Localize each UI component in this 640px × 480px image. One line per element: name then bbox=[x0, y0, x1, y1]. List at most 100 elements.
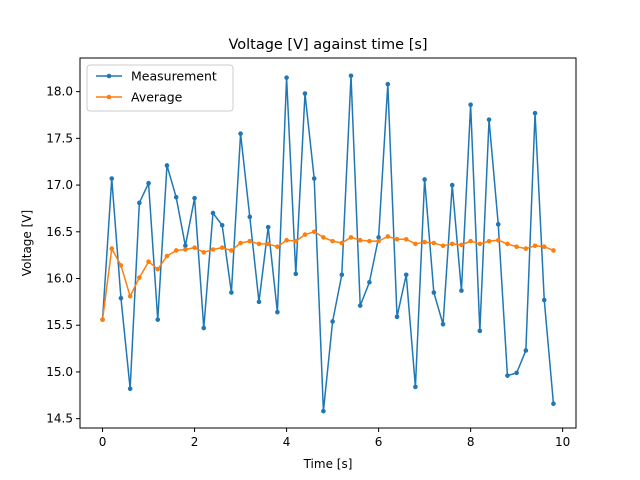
data-point bbox=[275, 244, 280, 250]
data-point bbox=[311, 229, 317, 235]
data-point bbox=[459, 288, 464, 293]
axes-spines bbox=[79, 57, 577, 429]
series-line-measurement bbox=[101, 75, 555, 412]
data-point bbox=[293, 238, 299, 244]
y-tick-label: 14.5 bbox=[46, 412, 73, 426]
data-point bbox=[247, 238, 253, 244]
data-point bbox=[229, 248, 234, 253]
series-layer bbox=[100, 73, 556, 414]
data-point bbox=[505, 373, 510, 378]
data-point bbox=[127, 386, 133, 392]
data-point bbox=[183, 247, 188, 252]
x-tick-label: 8 bbox=[467, 435, 475, 449]
data-point bbox=[431, 240, 437, 246]
data-point bbox=[321, 235, 326, 240]
data-point bbox=[422, 239, 427, 245]
legend-box bbox=[86, 64, 234, 112]
series-average bbox=[100, 229, 556, 322]
data-point bbox=[541, 244, 547, 250]
y-tick-label: 18.0 bbox=[46, 85, 73, 99]
data-point bbox=[164, 253, 170, 259]
data-point bbox=[440, 321, 446, 327]
data-point bbox=[173, 194, 179, 200]
data-point bbox=[238, 131, 243, 136]
legend-marker bbox=[106, 73, 112, 79]
data-point bbox=[192, 245, 197, 250]
data-point bbox=[201, 250, 207, 255]
data-point bbox=[403, 272, 409, 278]
data-point bbox=[302, 232, 308, 237]
data-point bbox=[523, 246, 529, 251]
data-point bbox=[256, 241, 262, 247]
data-point bbox=[183, 243, 188, 249]
data-point bbox=[514, 244, 519, 250]
data-point bbox=[339, 240, 345, 246]
y-tick-label: 17.5 bbox=[46, 131, 73, 145]
data-point bbox=[431, 290, 437, 295]
x-tick-label: 2 bbox=[191, 435, 199, 449]
data-point bbox=[210, 210, 216, 216]
x-tick-label: 10 bbox=[555, 435, 570, 449]
y-axis: 14.5 15.0 15.5 16.0 16.5 17.0 17.5 18.0 bbox=[46, 85, 80, 426]
data-point bbox=[495, 237, 501, 243]
legend: Measurement Average bbox=[86, 64, 234, 112]
data-point bbox=[413, 241, 418, 247]
data-point bbox=[468, 102, 473, 108]
data-point bbox=[468, 238, 473, 244]
data-point bbox=[348, 235, 354, 240]
data-point bbox=[321, 408, 326, 414]
data-point bbox=[339, 272, 345, 278]
data-point bbox=[486, 117, 492, 122]
data-point bbox=[532, 243, 538, 249]
data-point bbox=[219, 222, 225, 228]
data-point bbox=[376, 238, 381, 244]
legend-label: Measurement bbox=[131, 69, 217, 84]
data-point bbox=[551, 248, 556, 253]
y-tick-label: 17.0 bbox=[46, 178, 73, 192]
data-point bbox=[422, 177, 427, 182]
data-point bbox=[275, 309, 280, 315]
data-point bbox=[330, 238, 335, 244]
y-axis-label: Voltage [V] bbox=[20, 210, 34, 276]
data-point bbox=[100, 317, 105, 322]
y-tick-label: 15.5 bbox=[46, 318, 73, 332]
data-point bbox=[155, 317, 161, 322]
data-point bbox=[219, 245, 225, 250]
data-point bbox=[505, 241, 510, 247]
data-point bbox=[440, 243, 446, 249]
data-point bbox=[265, 224, 271, 230]
data-point bbox=[210, 247, 216, 252]
y-tick-label: 15.0 bbox=[46, 365, 73, 379]
data-point bbox=[293, 271, 299, 277]
y-tick-label: 16.5 bbox=[46, 225, 73, 239]
data-point bbox=[449, 241, 455, 247]
data-point bbox=[477, 328, 483, 334]
data-point bbox=[376, 235, 381, 240]
legend-label: Average bbox=[131, 90, 183, 105]
data-point bbox=[514, 370, 519, 376]
data-point bbox=[403, 236, 409, 242]
data-point bbox=[348, 73, 354, 79]
data-point bbox=[449, 182, 455, 188]
data-point bbox=[385, 234, 391, 239]
axes-frame bbox=[79, 57, 577, 429]
data-point bbox=[146, 259, 151, 264]
x-axis: 0 2 4 6 8 10 bbox=[99, 428, 570, 449]
data-point bbox=[394, 314, 400, 320]
data-point bbox=[532, 110, 538, 116]
data-point bbox=[137, 200, 142, 206]
data-point bbox=[523, 348, 529, 353]
x-tick-label: 4 bbox=[283, 435, 291, 449]
data-point bbox=[385, 81, 391, 87]
data-point bbox=[367, 238, 372, 244]
data-point bbox=[357, 237, 363, 243]
data-point bbox=[551, 401, 556, 407]
data-point bbox=[284, 237, 289, 243]
data-point bbox=[302, 91, 308, 96]
data-point bbox=[229, 290, 234, 295]
data-point bbox=[477, 241, 483, 247]
legend-marker bbox=[106, 94, 112, 100]
data-point bbox=[459, 242, 464, 248]
data-point bbox=[541, 297, 547, 303]
